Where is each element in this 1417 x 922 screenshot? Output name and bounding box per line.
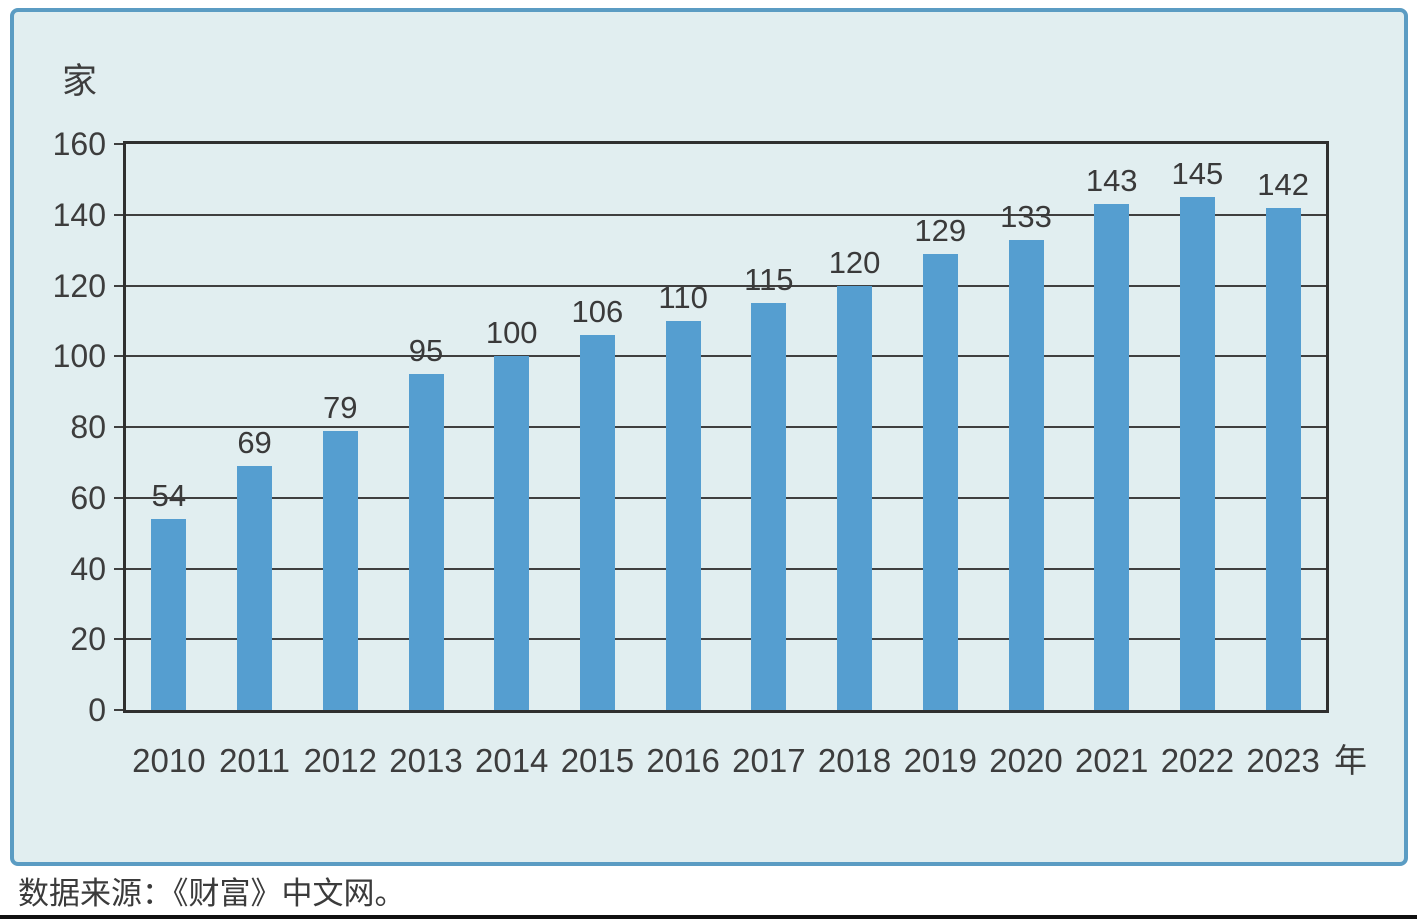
bar-2018 bbox=[837, 285, 873, 710]
bar-value-label: 115 bbox=[744, 262, 794, 298]
y-tick-mark bbox=[114, 496, 123, 499]
x-tick-label: 2014 bbox=[474, 742, 549, 779]
y-tick-mark bbox=[114, 567, 123, 570]
x-tick-label: 2019 bbox=[903, 742, 977, 779]
x-tick-label: 2016 bbox=[646, 742, 720, 779]
bar-2019 bbox=[922, 253, 958, 710]
bottom-divider bbox=[0, 915, 1417, 919]
y-tick-mark bbox=[114, 284, 123, 287]
y-tick-mark bbox=[114, 426, 123, 428]
bar-value-label: 145 bbox=[1171, 156, 1224, 192]
bar-value-label: 110 bbox=[658, 279, 708, 315]
bar-2013 bbox=[408, 373, 444, 710]
bar-2016 bbox=[665, 320, 701, 710]
x-tick-label: 2015 bbox=[560, 742, 635, 779]
y-tick-mark bbox=[114, 709, 123, 711]
plot-area: 54 69 79 95 100 106 110 115 120 129 133 143 145 142 bbox=[123, 141, 1329, 713]
bar-value-label: 129 bbox=[914, 212, 967, 248]
bar-value-label: 95 bbox=[408, 332, 444, 368]
bar-2020 bbox=[1008, 239, 1044, 710]
y-tick-label: 140 bbox=[52, 196, 106, 233]
x-tick-label: 2013 bbox=[389, 742, 463, 779]
y-tick-mark bbox=[114, 143, 123, 145]
x-tick-label: 2023 bbox=[1246, 742, 1320, 779]
bar-value-label: 120 bbox=[828, 244, 881, 280]
chart-panel bbox=[10, 8, 1408, 866]
bar-2012 bbox=[322, 430, 358, 710]
y-tick-label: 0 bbox=[88, 692, 106, 728]
gridline bbox=[126, 496, 1326, 499]
gridline bbox=[126, 355, 1326, 358]
y-tick-label: 20 bbox=[70, 621, 106, 658]
y-tick-label: 80 bbox=[70, 409, 106, 445]
bar-2022 bbox=[1179, 197, 1215, 710]
bar-2015 bbox=[579, 335, 615, 710]
y-tick-label: 160 bbox=[52, 126, 106, 162]
gridline bbox=[126, 638, 1326, 641]
bar-value-label: 142 bbox=[1257, 166, 1309, 202]
y-tick-label: 120 bbox=[52, 267, 106, 304]
bar-2017 bbox=[751, 303, 787, 710]
bar-value-label: 143 bbox=[1085, 163, 1138, 199]
bar-2010 bbox=[151, 518, 187, 710]
x-tick-label: 2017 bbox=[732, 742, 806, 779]
bar-2023 bbox=[1265, 207, 1301, 710]
x-tick-label: 2018 bbox=[817, 742, 892, 779]
bar-2021 bbox=[1094, 204, 1130, 710]
gridline bbox=[126, 213, 1326, 216]
x-tick-label: 2022 bbox=[1160, 742, 1235, 779]
y-tick-mark bbox=[114, 355, 123, 358]
y-tick-mark bbox=[114, 638, 123, 641]
y-tick-mark bbox=[114, 213, 123, 216]
y-axis-unit-label: 家 bbox=[62, 62, 98, 101]
bar-value-label: 54 bbox=[151, 477, 187, 513]
bar-2011 bbox=[237, 465, 273, 710]
bar-value-label: 79 bbox=[323, 389, 358, 425]
bar-value-label: 106 bbox=[571, 294, 624, 330]
bar-value-label: 133 bbox=[1000, 198, 1052, 234]
gridline bbox=[126, 284, 1326, 287]
bar-value-label: 69 bbox=[237, 424, 272, 460]
x-tick-label: 2010 bbox=[132, 742, 206, 779]
x-axis-unit-label: 年 bbox=[1334, 742, 1367, 779]
source-note: 数据来源：《财富》中文网。 bbox=[18, 876, 406, 911]
gridline bbox=[126, 567, 1326, 570]
gridline bbox=[126, 426, 1326, 428]
x-tick-label: 2012 bbox=[303, 742, 377, 779]
y-tick-label: 60 bbox=[70, 479, 106, 516]
x-tick-label: 2020 bbox=[989, 742, 1063, 779]
x-tick-label: 2011 bbox=[219, 742, 291, 779]
y-tick-label: 100 bbox=[52, 338, 106, 375]
x-tick-label: 2021 bbox=[1074, 742, 1149, 779]
y-tick-label: 40 bbox=[70, 550, 106, 587]
bar-value-label: 100 bbox=[485, 315, 538, 351]
bar-2014 bbox=[494, 356, 530, 710]
